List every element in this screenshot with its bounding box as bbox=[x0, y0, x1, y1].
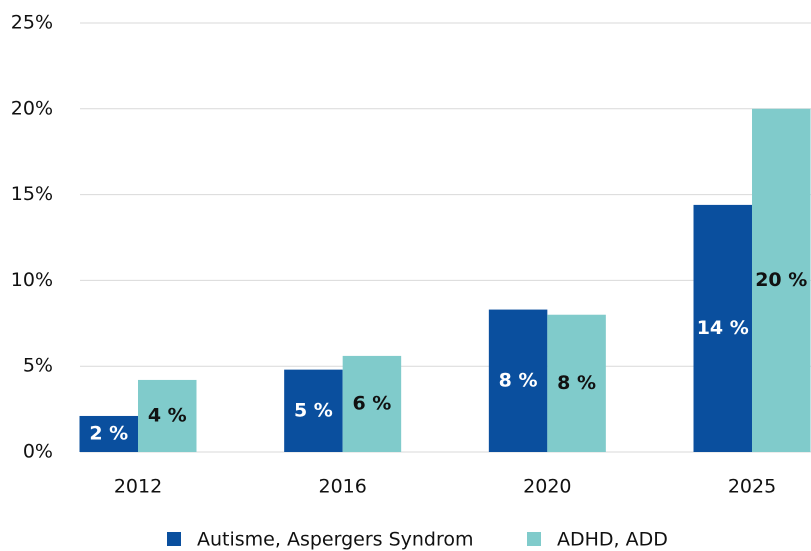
legend-swatch bbox=[167, 532, 181, 546]
x-tick-label: 2020 bbox=[523, 476, 571, 498]
x-tick-label: 2016 bbox=[318, 476, 366, 498]
value-label: 4 % bbox=[148, 404, 187, 426]
bar bbox=[752, 108, 811, 453]
y-tick-label: 10% bbox=[11, 269, 53, 291]
value-label: 14 % bbox=[697, 317, 749, 339]
bar bbox=[547, 314, 606, 452]
bar bbox=[693, 204, 753, 452]
value-label: 20 % bbox=[755, 269, 807, 291]
y-tick-label: 20% bbox=[11, 97, 53, 119]
legend-label: Autisme, Aspergers Syndrom bbox=[197, 529, 474, 551]
y-tick-label: 25% bbox=[11, 12, 53, 34]
legend-label: ADHD, ADD bbox=[557, 529, 668, 551]
bar bbox=[79, 415, 138, 452]
y-tick-label: 0% bbox=[23, 441, 53, 463]
bar bbox=[488, 309, 548, 452]
value-label: 8 % bbox=[499, 369, 538, 391]
legend-swatch bbox=[527, 532, 541, 546]
value-label: 6 % bbox=[352, 392, 391, 414]
bar bbox=[284, 369, 343, 452]
x-tick-label: 2025 bbox=[728, 476, 776, 498]
bar bbox=[342, 355, 402, 452]
x-tick-label: 2012 bbox=[114, 476, 162, 498]
bar bbox=[138, 379, 197, 452]
value-label: 8 % bbox=[557, 372, 596, 394]
value-label: 2 % bbox=[89, 422, 128, 444]
value-label: 5 % bbox=[294, 399, 333, 421]
y-tick-label: 15% bbox=[11, 183, 53, 205]
y-tick-label: 5% bbox=[23, 355, 53, 377]
